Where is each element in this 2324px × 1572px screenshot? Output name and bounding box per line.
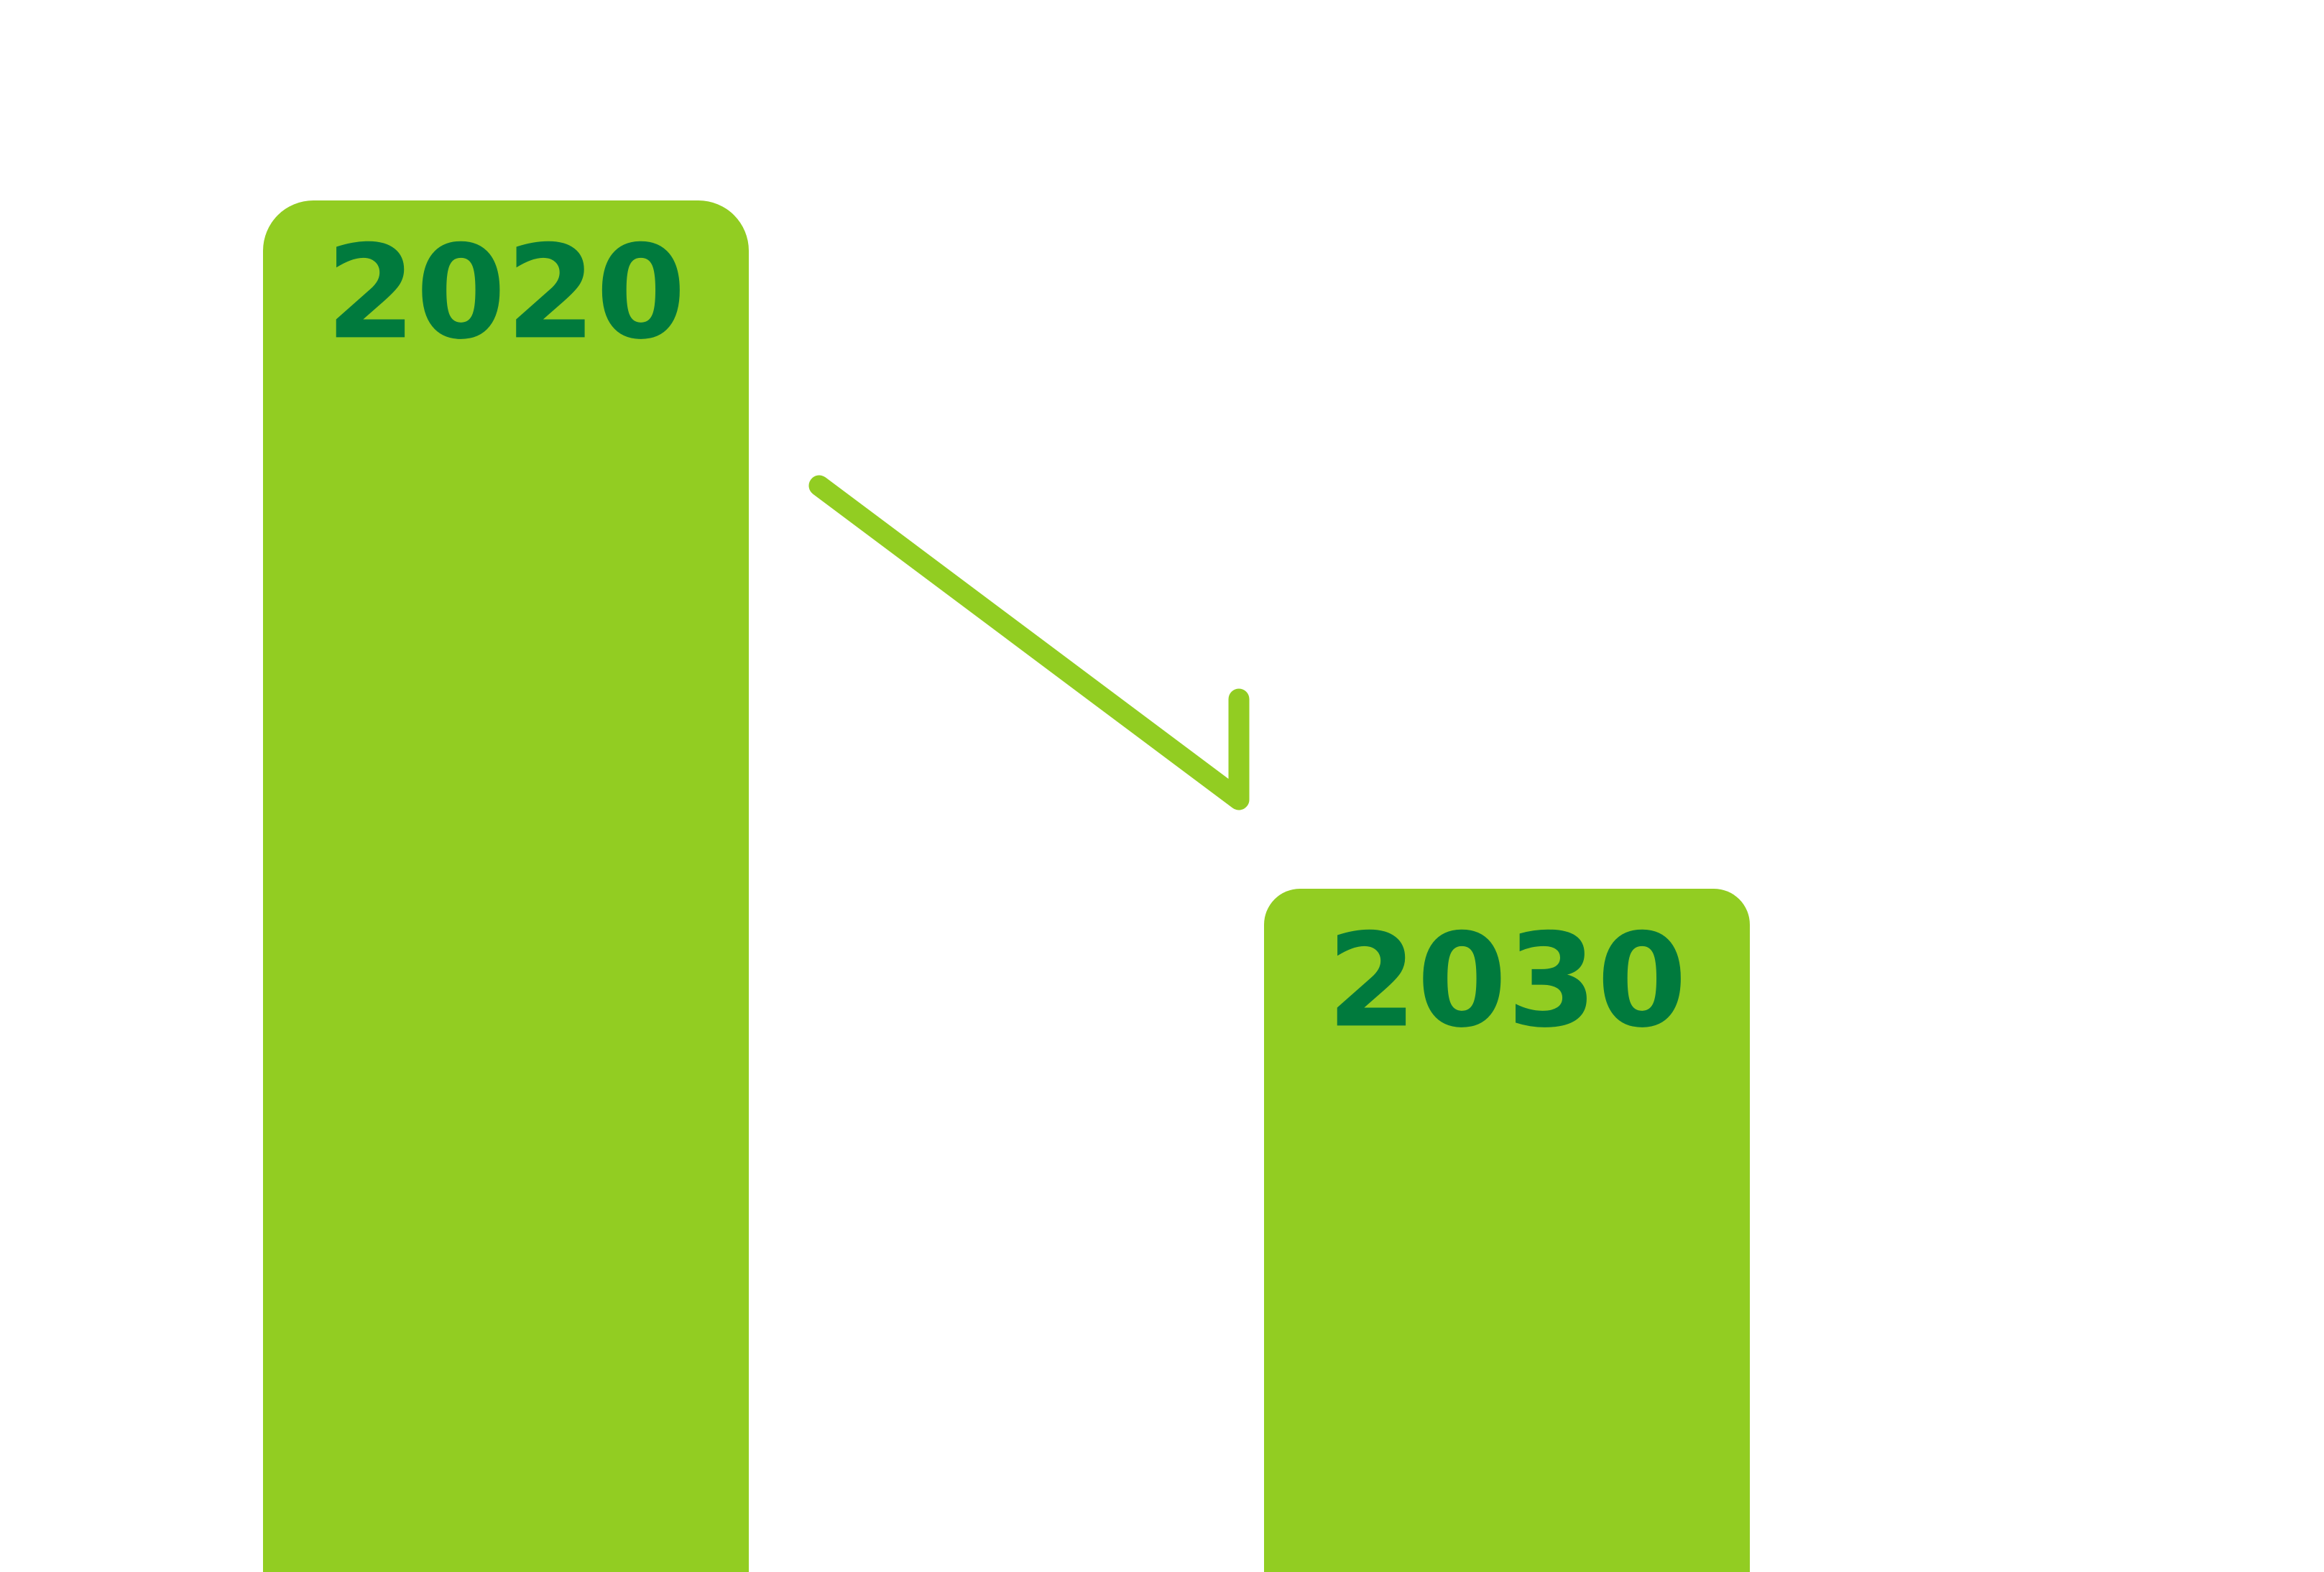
down-arrow xyxy=(808,475,1250,810)
bar-2020 xyxy=(263,200,749,1572)
bar-2030 xyxy=(1264,889,1750,1572)
bar-label: 2030 xyxy=(1327,906,1687,1056)
bar-label: 2020 xyxy=(326,218,686,368)
